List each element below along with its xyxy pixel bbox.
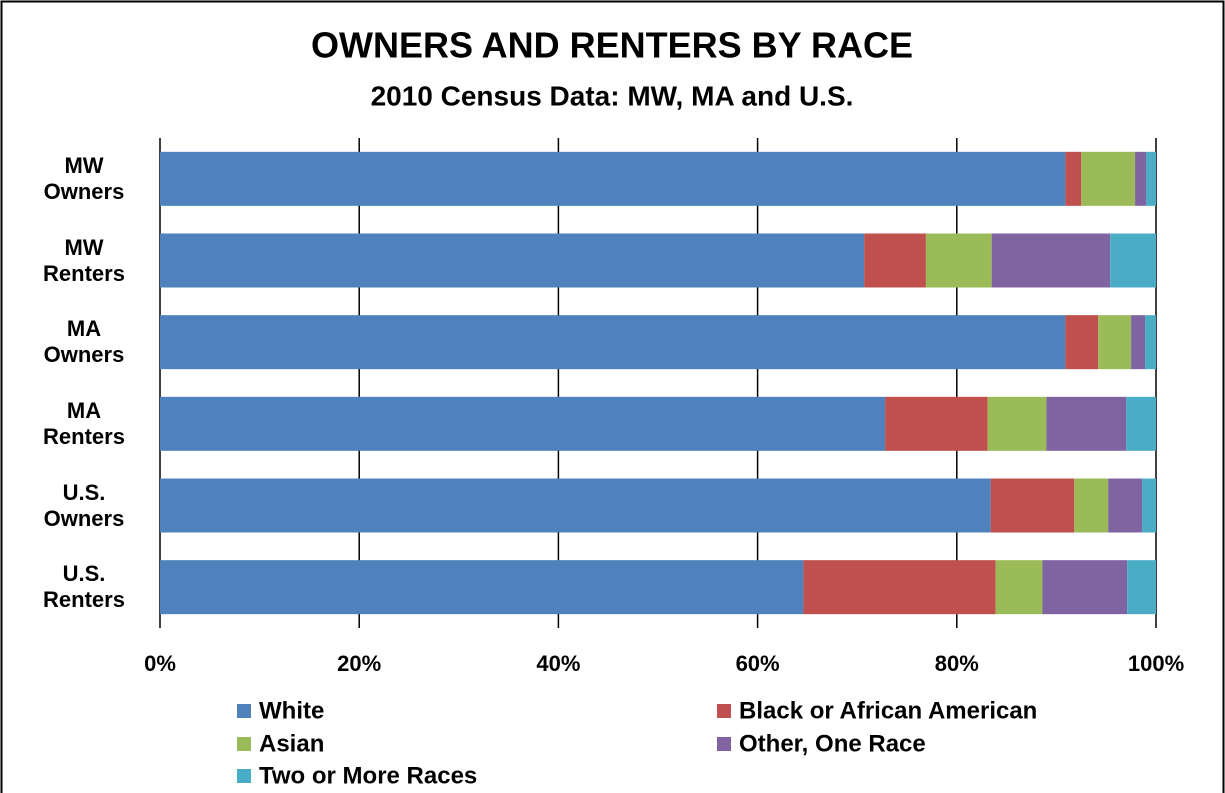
bar-segment	[1135, 151, 1147, 206]
bar-segment	[1126, 396, 1156, 451]
bar-segment	[1065, 315, 1099, 370]
x-tick-label: 20%	[337, 651, 381, 676]
bar-segment	[160, 478, 991, 533]
bar-segment	[991, 233, 1111, 288]
legend-label: Two or More Races	[259, 762, 477, 789]
y-tick-label: MW Renters	[43, 234, 125, 286]
bar-segment	[1110, 233, 1156, 288]
bar-segment	[160, 151, 1066, 206]
legend-swatch	[237, 737, 251, 751]
x-tick-label: 60%	[736, 651, 780, 676]
legend-label: Black or African American	[739, 697, 1037, 724]
bar-segment	[990, 478, 1075, 533]
bar-segment	[803, 560, 996, 615]
bar-segment	[1042, 560, 1128, 615]
y-tick-label: MA Renters	[43, 397, 125, 449]
bar-segment	[1098, 315, 1132, 370]
legend-swatch	[237, 769, 251, 783]
bar-segment	[1065, 151, 1082, 206]
legend-label: Asian	[259, 730, 324, 757]
bar-segment	[995, 560, 1043, 615]
x-tick-label: 100%	[1128, 651, 1184, 676]
y-tick-label: MW Owners	[43, 152, 125, 204]
y-tick-label: MA Owners	[43, 316, 125, 368]
y-tick-label: U.S. Renters	[43, 561, 125, 613]
bar-segment	[1046, 396, 1127, 451]
x-tick-label: 80%	[935, 651, 979, 676]
legend-label: White	[259, 697, 324, 724]
chart-subtitle: 2010 Census Data: MW, MA and U.S.	[371, 80, 854, 111]
bar-segment	[1127, 560, 1156, 615]
bar-segment	[1142, 478, 1156, 533]
bar-segment	[864, 233, 926, 288]
y-tick-label: U.S. Owners	[43, 479, 125, 531]
bar-segment	[1131, 315, 1146, 370]
chart-title: OWNERS AND RENTERS BY RACE	[311, 25, 913, 66]
bar-segment	[160, 560, 804, 615]
bar-segment	[1108, 478, 1143, 533]
x-tick-label: 0%	[144, 651, 176, 676]
legend-label: Other, One Race	[739, 730, 926, 757]
bar-segment	[1074, 478, 1109, 533]
bar-segment	[160, 233, 865, 288]
legend-swatch	[717, 737, 731, 751]
bar-segment	[160, 315, 1066, 370]
bar-segment	[987, 396, 1047, 451]
bar-segment	[1146, 151, 1156, 206]
bar-segment	[925, 233, 992, 288]
bar-segment	[1145, 315, 1156, 370]
x-tick-label: 40%	[536, 651, 580, 676]
bar-segment	[885, 396, 988, 451]
legend-swatch	[237, 704, 251, 718]
legend-swatch	[717, 704, 731, 718]
bar-segment	[1081, 151, 1136, 206]
bar-segment	[160, 396, 886, 451]
